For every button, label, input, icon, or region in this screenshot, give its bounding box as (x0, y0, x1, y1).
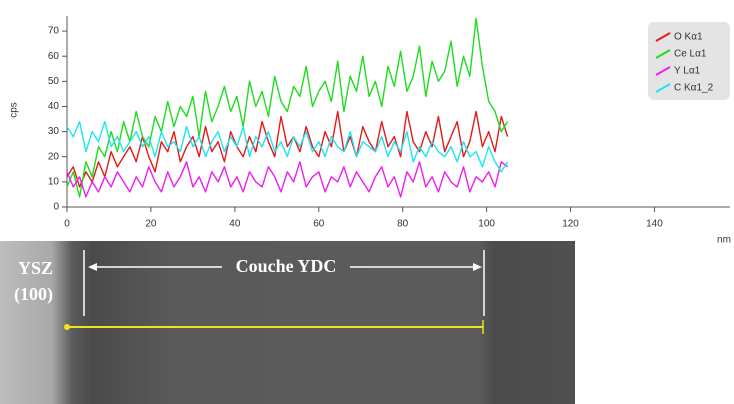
y-tick-label: 10 (48, 177, 60, 188)
legend-swatch (655, 83, 671, 93)
data-line (66, 110, 509, 188)
legend-swatch (655, 32, 671, 42)
x-tick-label: 140 (646, 219, 663, 230)
legend-label: Ce Lα1 (674, 49, 707, 60)
x-tick-label: 100 (478, 219, 495, 230)
legend-swatch (655, 66, 671, 76)
legend-box (648, 22, 730, 100)
x-tick-label: 80 (397, 219, 409, 230)
x-tick-label: 40 (229, 219, 241, 230)
legend-label: Y Lα1 (674, 66, 701, 77)
image-label: YSZ (18, 258, 53, 278)
x-tick-label: 60 (313, 219, 325, 230)
scan-start (64, 324, 70, 330)
legend-swatch (655, 49, 671, 59)
y-tick-label: 30 (48, 126, 60, 137)
data-line (66, 17, 509, 198)
x-tick-label: 0 (64, 219, 70, 230)
x-tick-label: 120 (562, 219, 579, 230)
y-tick-label: 60 (48, 51, 60, 62)
x-tick-label: 20 (145, 219, 157, 230)
y-axis-label: cps (9, 102, 20, 118)
y-tick-label: 20 (48, 151, 60, 162)
legend-label: C Kα1_2 (674, 83, 714, 94)
arrow-head (473, 263, 482, 271)
y-tick-label: 50 (48, 76, 60, 87)
y-tick-label: 70 (48, 26, 60, 37)
x-axis-label: nm (717, 235, 731, 246)
y-tick-label: 0 (53, 202, 59, 213)
image-label: Couche YDC (236, 256, 337, 276)
arrow-head (88, 263, 97, 271)
data-line (66, 120, 509, 173)
legend-label: O Kα1 (674, 32, 703, 43)
data-line (66, 161, 509, 198)
y-tick-label: 40 (48, 101, 60, 112)
micrograph: YSZ (100) Couche YDC (0, 241, 575, 404)
image-label: (100) (14, 284, 53, 305)
